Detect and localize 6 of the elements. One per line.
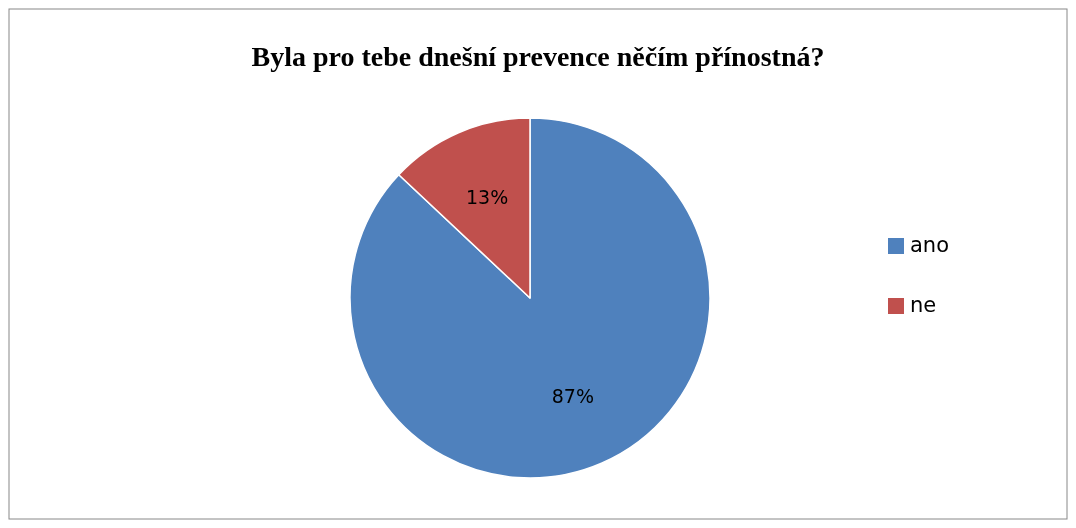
pie-slice — [349, 117, 711, 479]
chart-title: Byla pro tebe dnešní prevence něčím přínostná? — [251, 41, 825, 72]
data-label: 87% — [551, 384, 595, 407]
legend-label: ne — [910, 293, 937, 317]
legend-label: ano — [910, 233, 950, 257]
data-label: 13% — [465, 186, 509, 209]
